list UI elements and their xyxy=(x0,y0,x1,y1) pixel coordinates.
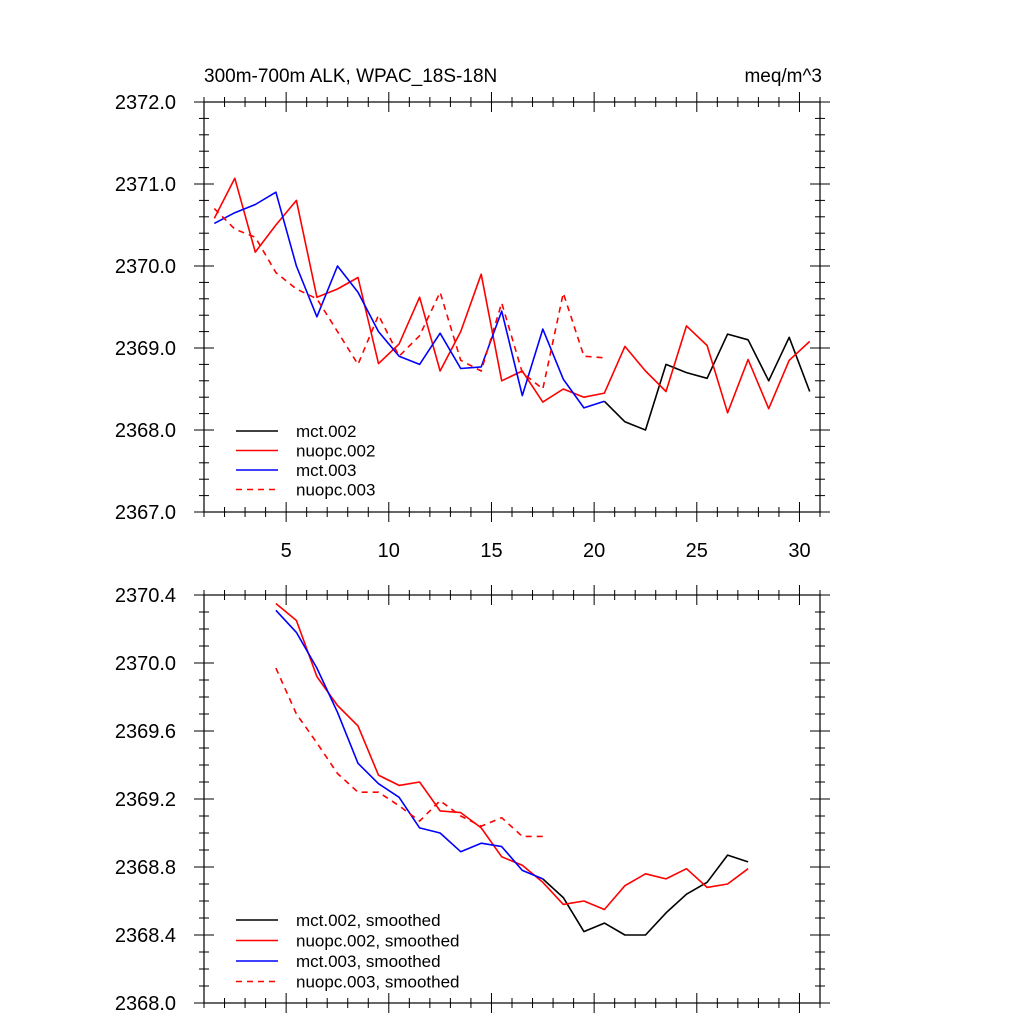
bottom-panel: 2368.0 2368.4 2368.8 2369.2 2369.6 2370.0 2370… xyxy=(115,585,830,1015)
series-line-nuopc-003-smoothed xyxy=(275,667,543,838)
bottom-legend: mct.002, smoothed nuopc.002, smoothedmct.… xyxy=(236,911,460,992)
series-line-mct-002-smoothed xyxy=(542,854,749,936)
y-tick-label: 2367.0 xyxy=(115,502,176,524)
series-line-nuopc-002-smoothed xyxy=(275,602,749,911)
y-tick-label: 2370.4 xyxy=(115,585,176,607)
top-panel: 300m-700m ALK, WPAC_18S-18N meq/m^3 5 10 1… xyxy=(115,66,830,562)
legend-label: nuopc.002, smoothed xyxy=(296,932,460,951)
legend-label: nuopc.003, smoothed xyxy=(296,973,460,992)
series-line-mct-002 xyxy=(603,333,811,431)
legend-label: mct.002 xyxy=(296,422,356,441)
bottom-tick-labels: 2368.0 2368.4 2368.8 2369.2 2369.6 2370.0 2370… xyxy=(115,585,176,1015)
y-tick-label: 2370.0 xyxy=(115,256,176,278)
top-chart-title: 300m-700m ALK, WPAC_18S-18N xyxy=(204,66,497,87)
legend-label: mct.002, smoothed xyxy=(296,911,441,930)
y-tick-label: 2372.0 xyxy=(115,92,176,114)
bottom-series-layer xyxy=(275,602,749,936)
y-tick-label: 2368.0 xyxy=(115,420,176,442)
series-line-mct-003 xyxy=(213,191,605,409)
top-plot-frame xyxy=(203,101,821,513)
series-line-nuopc-002 xyxy=(213,177,811,414)
legend-label: mct.003, smoothed xyxy=(296,952,441,971)
legend-label: nuopc.002 xyxy=(296,442,375,461)
y-tick-label: 2369.2 xyxy=(115,789,176,811)
x-tick-label: 30 xyxy=(788,540,810,562)
y-tick-label: 2368.8 xyxy=(115,857,176,879)
y-tick-label: 2369.0 xyxy=(115,338,176,360)
x-tick-label: 25 xyxy=(686,540,708,562)
top-chart-units: meq/m^3 xyxy=(744,66,822,87)
x-tick-label: 20 xyxy=(583,540,605,562)
top-series-layer xyxy=(213,177,811,431)
y-tick-label: 2371.0 xyxy=(115,174,176,196)
x-tick-label: 10 xyxy=(378,540,400,562)
top-tick-labels: 5 10 15 20 25 30 2367.0 2368.0 2369.0 2370.0 2371.… xyxy=(115,92,811,562)
series-line-mct-003-smoothed xyxy=(275,609,544,880)
legend-label: nuopc.003 xyxy=(296,481,375,500)
x-tick-label: 15 xyxy=(480,540,502,562)
series-line-nuopc-003 xyxy=(213,208,605,390)
legend-label: mct.003 xyxy=(296,461,356,480)
y-tick-label: 2368.4 xyxy=(115,925,176,947)
bottom-plot-frame xyxy=(203,594,821,1004)
y-tick-label: 2368.0 xyxy=(115,993,176,1015)
y-tick-label: 2369.6 xyxy=(115,721,176,743)
y-tick-label: 2370.0 xyxy=(115,653,176,675)
x-tick-label: 5 xyxy=(281,540,292,562)
